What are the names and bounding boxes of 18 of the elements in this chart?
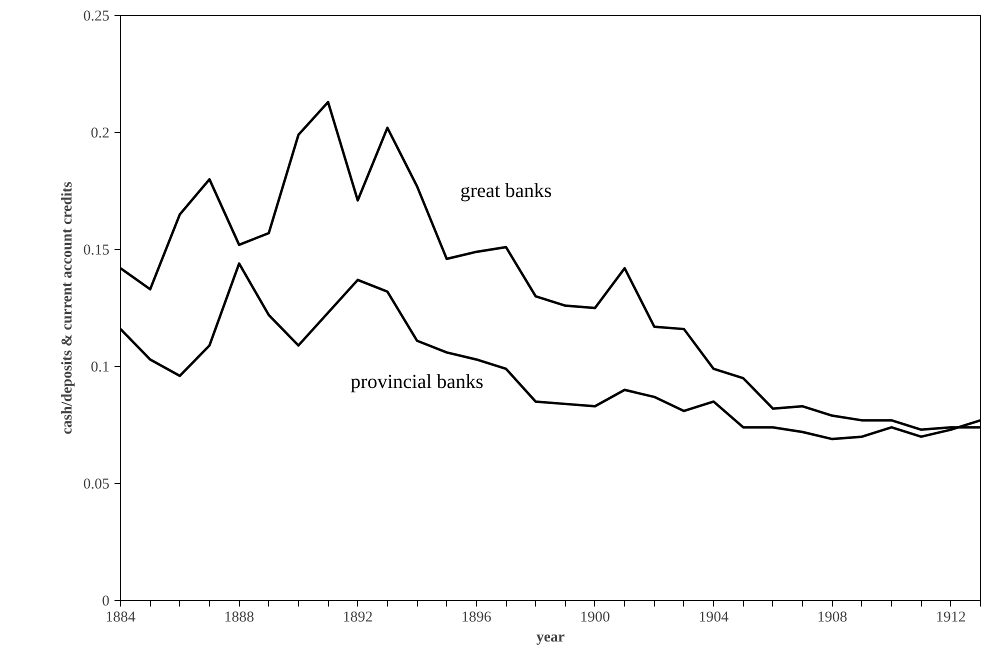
x-tick-label: 1904 (698, 610, 730, 626)
y-tick-label: 0 (102, 594, 110, 610)
y-tick-label: 0.25 (83, 8, 110, 24)
series-label: provincial banks (350, 370, 484, 393)
y-tick-label: 0.15 (83, 242, 110, 258)
x-tick-label: 1884 (106, 610, 136, 626)
x-tick-label: 1892 (342, 610, 373, 626)
x-tick-label: 1888 (224, 610, 254, 626)
x-axis-title: year (536, 630, 565, 646)
y-tick-label: 0.1 (90, 360, 110, 376)
x-tick-label: 1900 (580, 610, 610, 626)
y-axis-title: cash/deposits & current account credits (59, 181, 76, 434)
x-tick-label: 1908 (817, 610, 848, 626)
series-label: great banks (460, 180, 552, 202)
y-tick-label: 0.2 (90, 126, 110, 142)
y-tick-label: 0.05 (83, 476, 110, 492)
x-tick-label: 1896 (461, 610, 492, 626)
x-tick-label: 1912 (936, 610, 966, 626)
